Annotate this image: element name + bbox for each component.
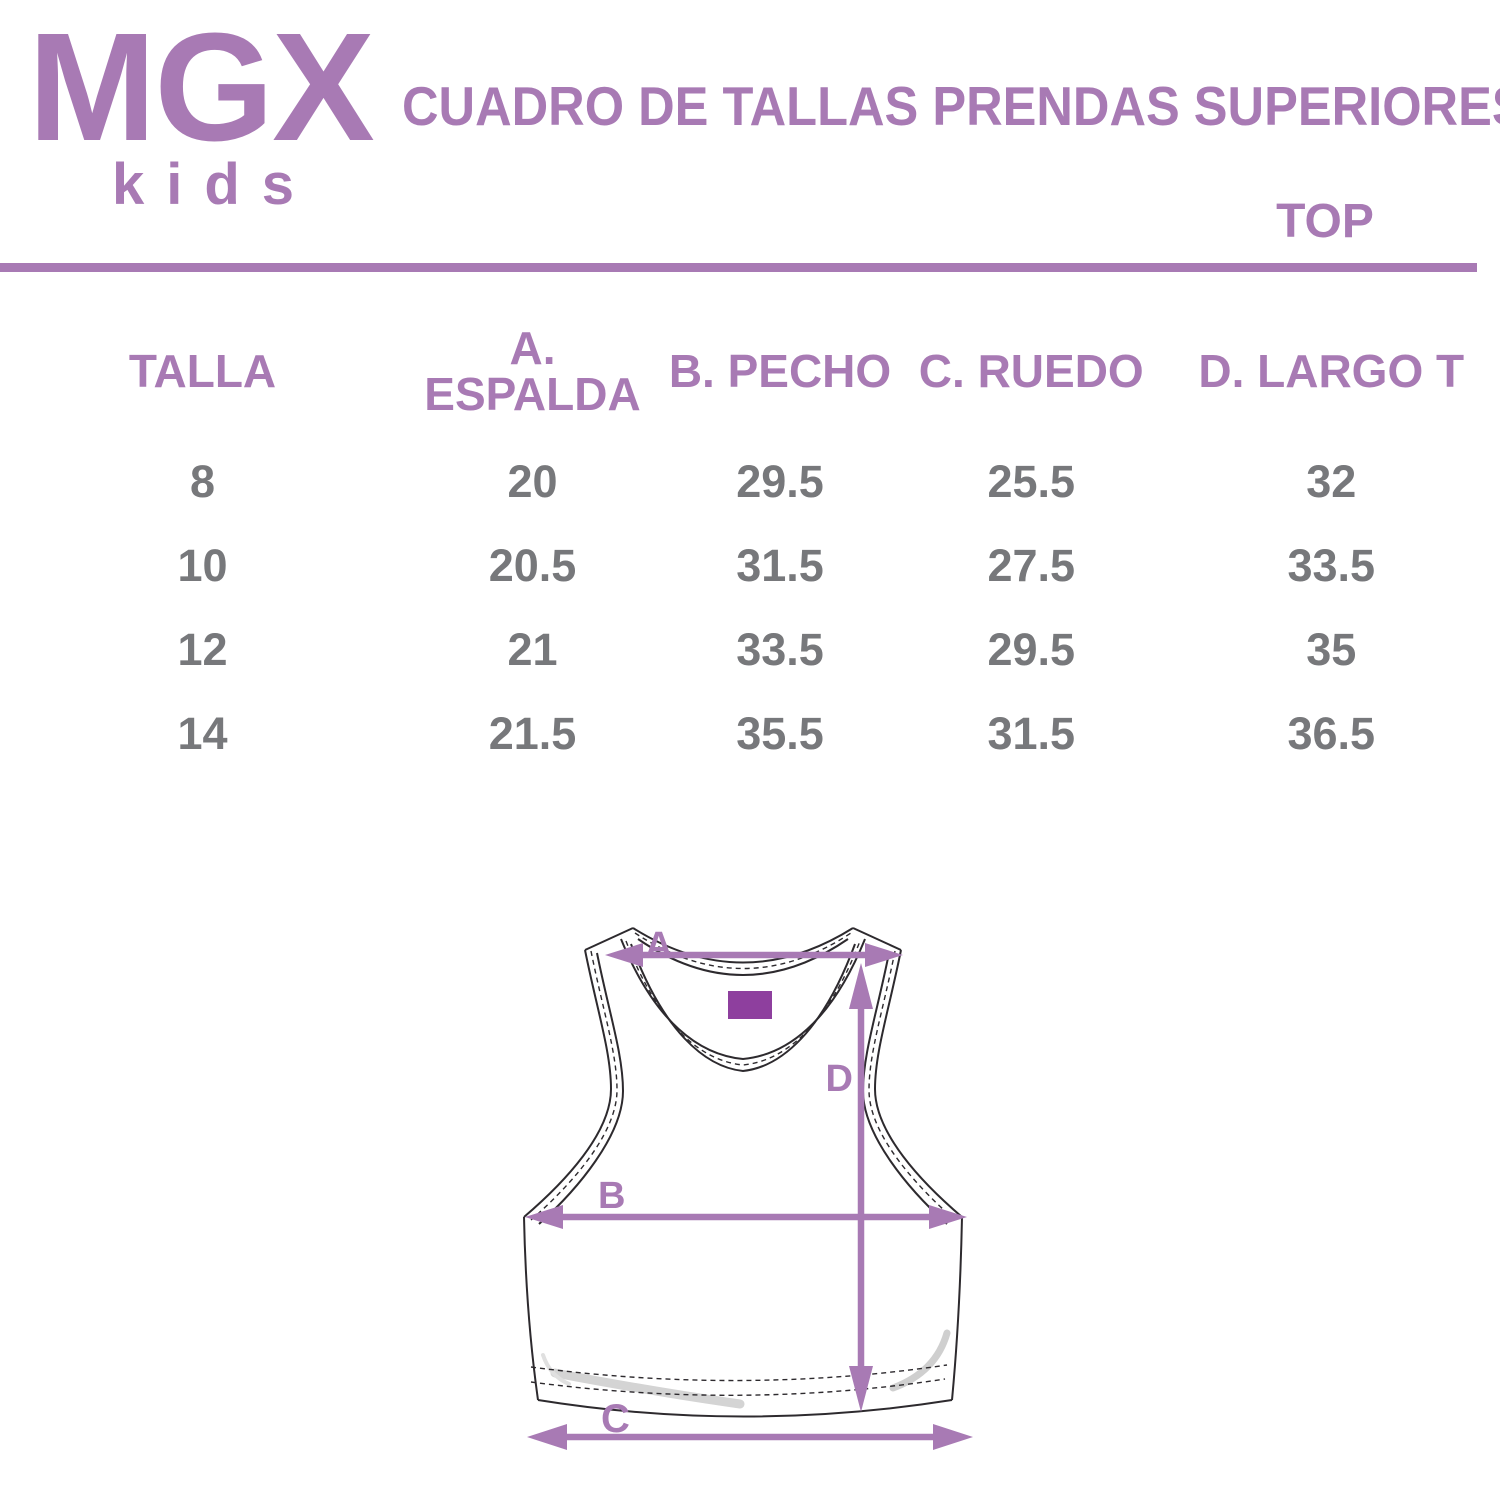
cell-talla: 10 bbox=[177, 539, 228, 591]
cell-largo: 32 bbox=[1306, 455, 1357, 507]
cell-espalda: 21 bbox=[507, 623, 558, 675]
cell-ruedo: 29.5 bbox=[987, 623, 1076, 675]
brand-logo-sub: kids bbox=[112, 152, 317, 217]
cell-ruedo: 25.5 bbox=[987, 455, 1076, 507]
measure-label-c: C bbox=[601, 1397, 630, 1441]
cell-largo: 36.5 bbox=[1287, 707, 1376, 759]
cell-espalda: 20.5 bbox=[488, 539, 577, 591]
table-row: 8 20 29.5 25.5 32 bbox=[0, 456, 1500, 506]
cell-largo: 33.5 bbox=[1287, 539, 1376, 591]
measure-arrow-c bbox=[527, 1424, 973, 1450]
col-header-pecho: B. PECHO bbox=[668, 345, 892, 397]
cell-pecho: 33.5 bbox=[736, 623, 824, 675]
table-header-row: TALLA A. ESPALDA B. PECHO C. RUEDO D. LA… bbox=[0, 325, 1500, 417]
page-title-text: CUADRO DE TALLAS PRENDAS SUPERIORES bbox=[402, 75, 1500, 137]
col-header-ruedo: C. RUEDO bbox=[918, 345, 1144, 397]
garment-outline bbox=[523, 927, 963, 1418]
garment-stitching bbox=[530, 932, 956, 1396]
table-row: 12 21 33.5 29.5 35 bbox=[0, 624, 1500, 674]
garment-type-label: TOP bbox=[1276, 195, 1374, 248]
measure-label-d: D bbox=[826, 1058, 853, 1100]
col-header-talla: TALLA bbox=[128, 345, 277, 397]
cell-pecho: 29.5 bbox=[736, 455, 824, 507]
cell-espalda: 21.5 bbox=[488, 707, 577, 759]
cell-ruedo: 31.5 bbox=[987, 707, 1076, 759]
measure-arrow-a bbox=[605, 943, 903, 967]
cell-pecho: 31.5 bbox=[736, 539, 824, 591]
col-header-espalda: A. ESPALDA bbox=[424, 322, 641, 420]
cell-talla: 12 bbox=[177, 623, 228, 675]
measure-label-a: A bbox=[645, 925, 672, 967]
cell-largo: 35 bbox=[1306, 623, 1357, 675]
table-row: 14 21.5 35.5 31.5 36.5 bbox=[0, 708, 1500, 758]
measure-arrows bbox=[525, 943, 973, 1450]
cell-pecho: 35.5 bbox=[736, 707, 824, 759]
col-header-largo: D. LARGO T bbox=[1198, 345, 1465, 397]
header-divider bbox=[0, 263, 1477, 272]
measure-arrow-b bbox=[525, 1205, 967, 1229]
garment-shading bbox=[541, 1329, 951, 1409]
garment-diagram: A B C D bbox=[523, 925, 973, 1450]
cell-ruedo: 27.5 bbox=[987, 539, 1076, 591]
measure-label-b: B bbox=[598, 1175, 625, 1217]
cell-talla: 14 bbox=[177, 707, 228, 759]
table-row: 10 20.5 31.5 27.5 33.5 bbox=[0, 540, 1500, 590]
size-table: TALLA A. ESPALDA B. PECHO C. RUEDO D. LA… bbox=[0, 325, 1500, 792]
page-title: CUADRO DE TALLAS PRENDAS SUPERIORES bbox=[402, 79, 1500, 134]
cell-talla: 8 bbox=[189, 455, 216, 507]
measure-arrow-d bbox=[849, 963, 873, 1412]
brand-logo: MGX bbox=[28, 1, 375, 173]
inner-brand-label bbox=[728, 991, 772, 1019]
cell-espalda: 20 bbox=[507, 455, 558, 507]
